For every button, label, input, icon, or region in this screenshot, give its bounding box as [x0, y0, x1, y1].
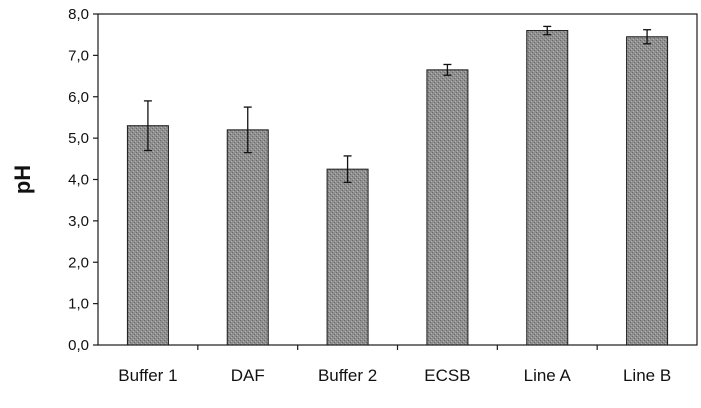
y-tick-label: 8,0: [68, 6, 89, 23]
bar: [226, 129, 269, 346]
y-tick-label: 4,0: [68, 172, 89, 189]
plot-area: [97, 13, 698, 346]
x-tick-label: Line A: [524, 366, 572, 385]
x-tick-label: ECSB: [424, 366, 470, 385]
y-tick-label: 6,0: [68, 89, 89, 106]
x-tick-label: Buffer 1: [118, 366, 177, 385]
y-axis: 0,0 1,0 2,0 3,0 4,0 5,0 6,0 7,0 8,0: [68, 6, 98, 354]
bar: [526, 30, 569, 346]
y-tick-label: 3,0: [68, 213, 89, 230]
x-tick-label: Buffer 2: [318, 366, 377, 385]
plot-frame: [97, 13, 698, 346]
bar: [426, 69, 469, 346]
y-tick-label: 7,0: [68, 47, 89, 64]
y-tick-label: 2,0: [68, 254, 89, 271]
x-axis: Buffer 1 DAF Buffer 2 ECSB Line A Line B: [118, 345, 671, 385]
y-tick-label: 0,0: [68, 337, 89, 354]
y-tick-label: 1,0: [68, 296, 89, 313]
bar: [126, 125, 169, 346]
bar: [626, 36, 669, 346]
y-tick-label: 5,0: [68, 130, 89, 147]
x-tick-label: DAF: [231, 366, 265, 385]
y-axis-title: pH: [10, 165, 35, 194]
x-tick-label: Line B: [623, 366, 671, 385]
bar: [326, 168, 369, 346]
bar-series: [126, 25, 669, 346]
